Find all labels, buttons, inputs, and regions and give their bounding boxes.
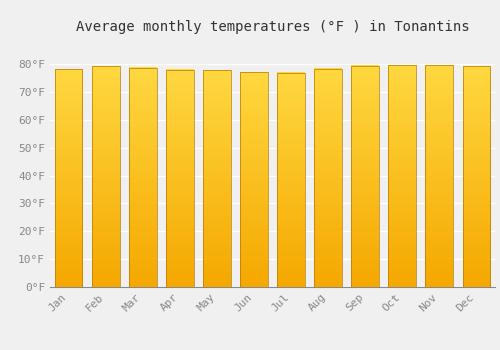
Bar (277, 73, 305, 287)
Bar (166, 70, 194, 287)
Bar (388, 65, 416, 287)
Bar (240, 72, 268, 287)
Bar (92, 66, 120, 287)
Title: Average monthly temperatures (°F ) in Tonantins: Average monthly temperatures (°F ) in To… (76, 20, 469, 34)
Bar (352, 66, 379, 287)
Bar (129, 68, 156, 287)
Bar (203, 70, 231, 287)
Bar (54, 69, 82, 287)
Bar (462, 66, 490, 287)
Bar (426, 65, 454, 287)
Bar (314, 69, 342, 287)
